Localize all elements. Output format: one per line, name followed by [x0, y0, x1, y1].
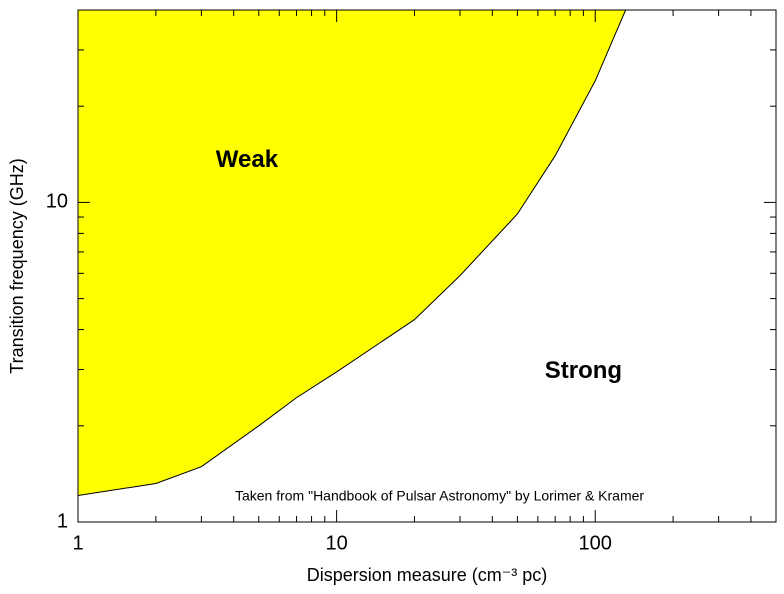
annotation: Weak: [216, 146, 279, 173]
y-tick-label: 1: [57, 510, 68, 532]
x-tick-label: 10: [325, 532, 347, 554]
annotation: Taken from "Handbook of Pulsar Astronomy…: [235, 487, 644, 503]
weak-region: [78, 10, 626, 496]
x-tick-label: 100: [579, 532, 612, 554]
x-axis-label: Dispersion measure (cm⁻³ pc): [307, 565, 548, 585]
y-tick-label: 10: [46, 191, 68, 213]
x-tick-label: 1: [72, 532, 83, 554]
boundary-line: [78, 10, 627, 496]
y-axis-label: Transition frequency (GHz): [7, 158, 27, 373]
plot-frame: [77, 9, 777, 523]
annotation: Strong: [545, 357, 622, 384]
